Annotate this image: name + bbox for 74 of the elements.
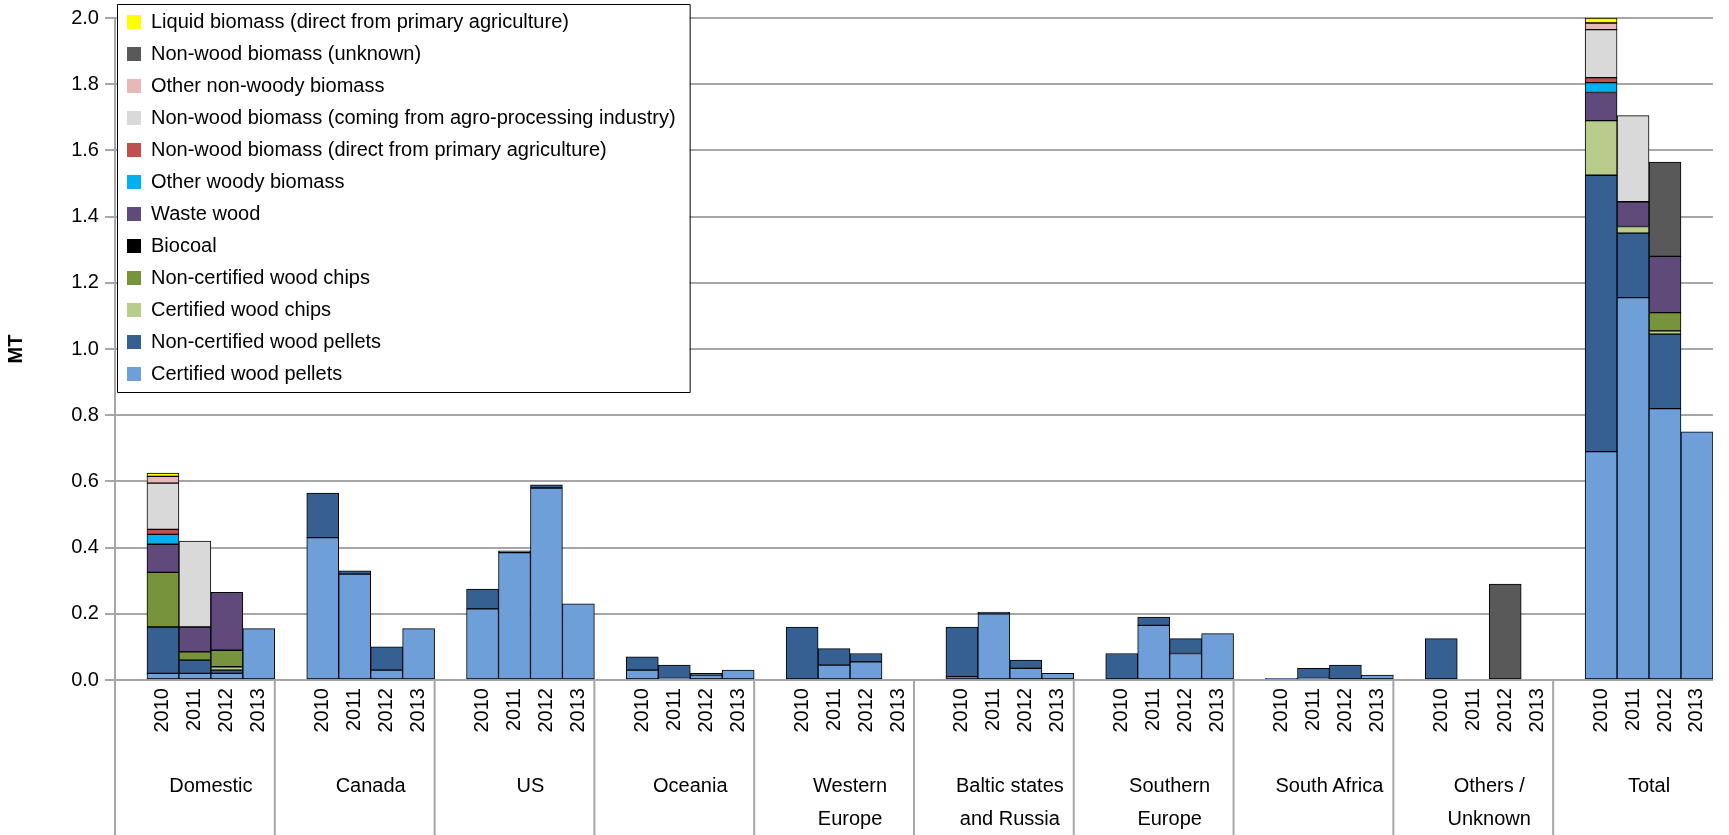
x-tick-label: 2010 (470, 688, 493, 733)
text: Baltic states and Russia (955, 773, 1064, 829)
x-tick-label: 2010 (1269, 688, 1292, 733)
x-tick-label: 2012 (1332, 688, 1355, 733)
legend-label: Other non-woody biomass (151, 73, 385, 96)
y-tick-label: 0.4 (71, 535, 99, 558)
x-tick-label: 2012 (214, 688, 237, 733)
text: Others / Unknown (1447, 773, 1531, 829)
x-tick-label: 2011 (502, 688, 524, 732)
text: Oceania (653, 773, 729, 796)
text: Domestic (169, 773, 253, 796)
legend-label: Non-wood biomass (unknown) (151, 41, 422, 64)
x-tick-label: 2011 (1141, 688, 1164, 732)
legend-label: Non-certified wood pellets (151, 329, 382, 352)
x-tick-label: 2013 (1364, 688, 1387, 733)
legend-label: Liquid biomass (direct from primary agriculture) (151, 9, 569, 32)
y-tick-label: 1.2 (71, 270, 99, 293)
y-tick-label: 0.8 (71, 402, 99, 425)
legend-label: Other woody biomass (151, 169, 345, 192)
y-tick-label: 1.0 (71, 336, 99, 359)
x-tick-label: 2012 (1013, 688, 1036, 733)
x-tick-label: 2011 (342, 688, 365, 732)
x-tick-label: 2011 (661, 688, 684, 732)
x-tick-label: 2010 (150, 688, 173, 733)
legend-label: Non-certified wood chips (151, 265, 370, 288)
x-tick-label: 2010 (789, 688, 812, 733)
x-tick-label: 2011 (821, 688, 844, 732)
x-tick-label: 2013 (406, 688, 429, 733)
text: Total (1627, 773, 1671, 796)
text: South Africa (1275, 773, 1385, 796)
text: Southern Europe (1129, 773, 1211, 829)
x-tick-label: 2010 (310, 688, 333, 733)
y-tick-label: 0.2 (71, 601, 99, 624)
text: Western Europe (813, 773, 888, 829)
x-tick-label: 2013 (1524, 688, 1547, 733)
y-tick-label: 0.0 (71, 667, 99, 690)
x-tick-label: 2012 (1492, 688, 1515, 733)
x-tick-label: 2010 (949, 688, 972, 733)
x-tick-label: 2010 (629, 688, 652, 733)
x-tick-label: 2012 (853, 688, 876, 733)
x-tick-label: 2013 (1045, 688, 1068, 733)
y-tick-label: 1.6 (71, 137, 99, 160)
text: Canada (335, 773, 407, 796)
legend-label: Waste wood (151, 201, 261, 224)
x-tick-label: 2013 (885, 688, 908, 733)
x-tick-label: 2013 (1684, 688, 1707, 733)
x-tick-label: 2010 (1428, 688, 1451, 733)
x-tick-label: 2011 (182, 688, 205, 732)
x-tick-label: 2013 (1205, 688, 1228, 733)
legend-label: Certified wood pellets (151, 361, 343, 384)
x-tick-label: 2013 (246, 688, 269, 733)
legend-label: Non-wood biomass (coming from agro-processing industry) (151, 105, 676, 128)
x-tick-label: 2012 (1652, 688, 1675, 733)
x-tick-label: 2011 (1620, 688, 1643, 732)
y-tick-label: 1.8 (71, 71, 99, 94)
y-tick-label: 1.4 (71, 204, 99, 227)
x-tick-label: 2012 (533, 688, 556, 733)
legend-label: Biocoal (151, 233, 217, 256)
x-tick-label: 2010 (1109, 688, 1132, 733)
x-tick-label: 2012 (693, 688, 716, 733)
text: US (516, 773, 545, 796)
y-tick-label: 2.0 (71, 5, 99, 28)
y-axis-title: MT (3, 334, 26, 364)
legend-label: Certified wood chips (151, 297, 332, 320)
legend-label: Non-wood biomass (direct from primary agriculture) (151, 137, 607, 160)
x-tick-label: 2013 (725, 688, 748, 733)
x-tick-label: 2013 (565, 688, 588, 733)
x-tick-label: 2012 (1173, 688, 1196, 733)
x-tick-label: 2011 (981, 688, 1004, 732)
x-tick-label: 2011 (1460, 688, 1483, 732)
y-tick-label: 0.6 (71, 468, 99, 491)
x-tick-label: 2010 (1588, 688, 1611, 733)
x-tick-label: 2012 (374, 688, 397, 733)
x-tick-label: 2011 (1300, 688, 1323, 732)
